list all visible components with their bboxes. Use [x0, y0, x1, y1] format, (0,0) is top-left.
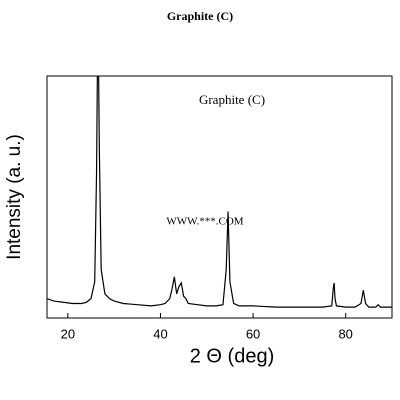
x-axis-label: 2 Θ (deg)	[190, 345, 274, 367]
x-tick-label: 40	[153, 326, 167, 341]
x-tick-label: 80	[338, 326, 352, 341]
y-axis-label: Intensity (a. u.)	[4, 134, 25, 260]
x-tick-label: 20	[61, 326, 75, 341]
annotation: Graphite (C)	[199, 92, 265, 107]
watermark: WWW.***.COM	[166, 216, 243, 228]
data-line	[47, 76, 392, 308]
plot-frame	[46, 75, 393, 319]
x-tick-label: 60	[246, 326, 260, 341]
chart-title: Graphite (C)	[167, 9, 233, 23]
